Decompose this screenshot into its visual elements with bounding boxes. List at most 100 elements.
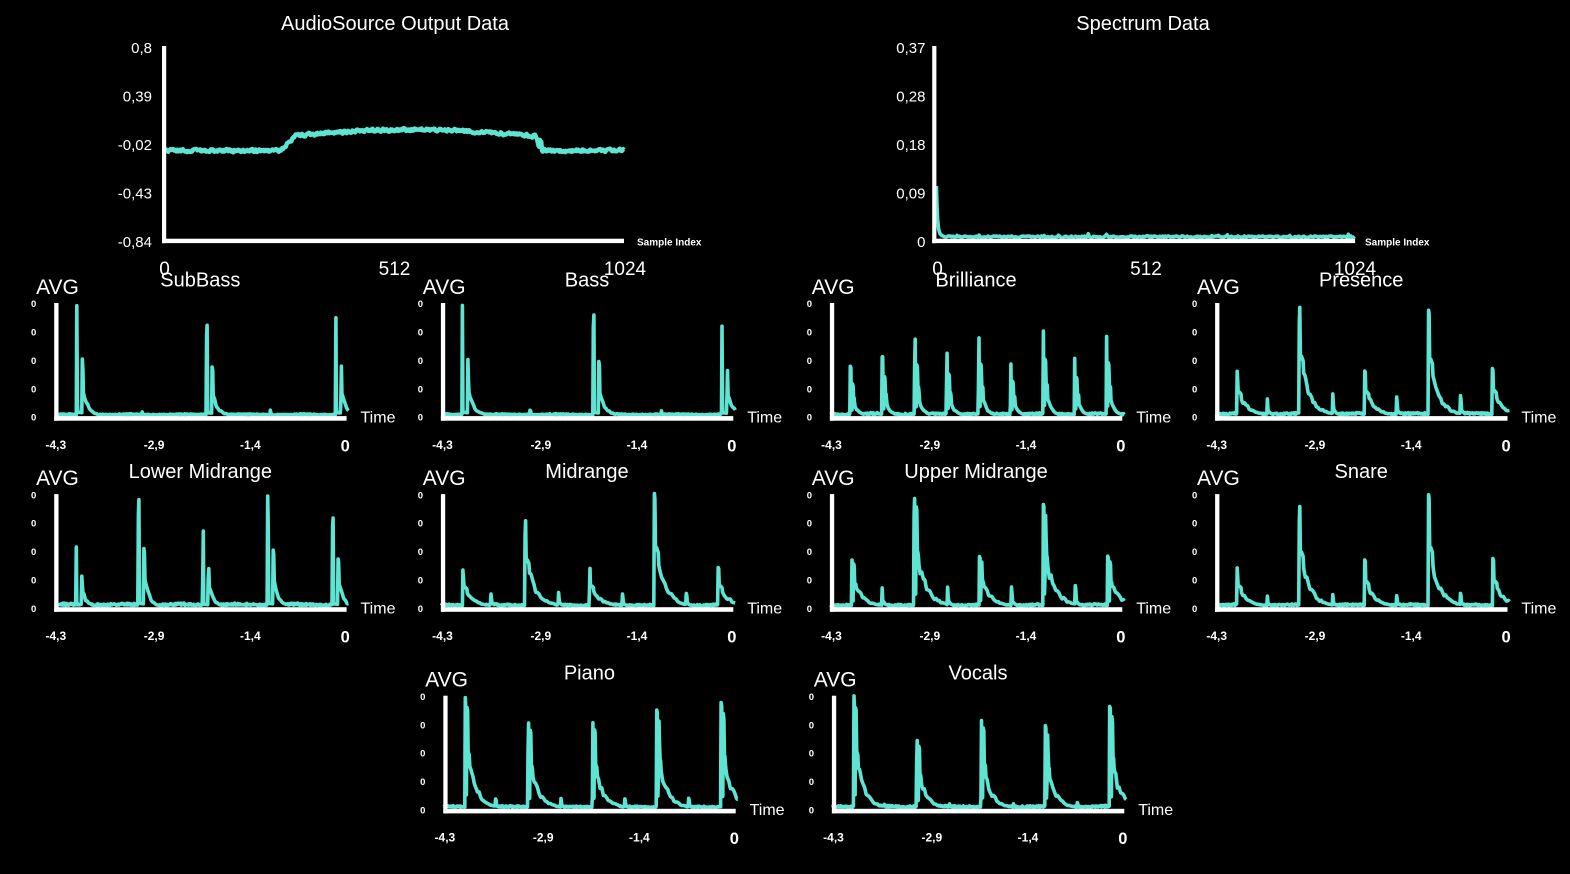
svg-text:-1,4: -1,4 (240, 629, 261, 643)
svg-text:0: 0 (917, 234, 925, 251)
svg-text:0: 0 (1192, 328, 1197, 339)
svg-text:0: 0 (418, 519, 423, 530)
svg-text:Time: Time (747, 409, 782, 426)
svg-text:0,28: 0,28 (896, 88, 925, 105)
svg-text:Presence: Presence (1319, 270, 1404, 292)
svg-text:0: 0 (730, 830, 739, 848)
svg-text:0: 0 (807, 547, 812, 558)
svg-text:-2,9: -2,9 (144, 629, 165, 643)
svg-text:AVG: AVG (36, 467, 79, 490)
svg-text:0: 0 (1116, 629, 1125, 647)
svg-text:0: 0 (727, 437, 736, 455)
svg-text:-1,4: -1,4 (1401, 629, 1422, 643)
svg-text:-2,9: -2,9 (530, 438, 551, 452)
svg-text:Bass: Bass (565, 270, 609, 292)
svg-text:-4,3: -4,3 (821, 629, 842, 643)
svg-text:-2,9: -2,9 (1305, 438, 1326, 452)
svg-text:0: 0 (1192, 575, 1197, 586)
svg-text:0: 0 (31, 356, 36, 367)
svg-text:-0,43: -0,43 (118, 186, 152, 203)
svg-text:Sample Index: Sample Index (1365, 238, 1430, 249)
svg-text:0: 0 (809, 720, 814, 731)
svg-text:0: 0 (418, 575, 423, 586)
svg-text:0: 0 (807, 384, 812, 395)
svg-text:-0,02: -0,02 (118, 137, 152, 154)
svg-text:Spectrum Data: Spectrum Data (1076, 13, 1210, 35)
svg-text:-1,4: -1,4 (1018, 831, 1039, 845)
svg-text:Piano: Piano (564, 662, 615, 684)
svg-text:0: 0 (809, 749, 814, 760)
svg-text:Time: Time (1136, 601, 1171, 618)
svg-text:0: 0 (418, 384, 423, 395)
svg-text:0: 0 (727, 629, 736, 647)
svg-text:-0,84: -0,84 (118, 234, 152, 251)
svg-text:-2,9: -2,9 (921, 831, 942, 845)
svg-text:-1,4: -1,4 (1401, 438, 1422, 452)
svg-text:512: 512 (1130, 259, 1162, 280)
svg-text:0: 0 (807, 328, 812, 339)
svg-text:0: 0 (31, 604, 36, 615)
svg-text:0: 0 (31, 490, 36, 501)
svg-text:0: 0 (1192, 547, 1197, 558)
svg-text:0: 0 (418, 547, 423, 558)
svg-text:0: 0 (420, 692, 425, 703)
svg-text:1024: 1024 (604, 259, 647, 280)
svg-text:-1,4: -1,4 (1016, 438, 1037, 452)
svg-text:0: 0 (31, 384, 36, 395)
svg-text:0: 0 (420, 805, 425, 816)
svg-text:0: 0 (807, 299, 812, 310)
svg-text:Time: Time (747, 601, 782, 618)
svg-text:-4,3: -4,3 (1206, 629, 1227, 643)
svg-text:0: 0 (31, 519, 36, 530)
svg-text:Lower Midrange: Lower Midrange (129, 461, 272, 483)
svg-text:-4,3: -4,3 (1206, 438, 1227, 452)
svg-text:1024: 1024 (1334, 259, 1377, 280)
svg-text:0: 0 (418, 604, 423, 615)
svg-text:Time: Time (1521, 601, 1556, 618)
svg-text:0: 0 (1192, 299, 1197, 310)
svg-text:0: 0 (807, 490, 812, 501)
svg-text:Time: Time (361, 601, 396, 618)
svg-text:0: 0 (31, 328, 36, 339)
svg-text:0: 0 (420, 720, 425, 731)
svg-text:0: 0 (809, 805, 814, 816)
svg-text:Time: Time (361, 409, 396, 426)
svg-text:0: 0 (159, 259, 170, 280)
svg-text:AVG: AVG (36, 276, 79, 299)
svg-text:-4,3: -4,3 (821, 438, 842, 452)
svg-text:Time: Time (1521, 409, 1556, 426)
svg-text:Vocals: Vocals (949, 662, 1008, 684)
svg-text:0: 0 (420, 777, 425, 788)
svg-text:-2,9: -2,9 (533, 831, 554, 845)
svg-text:0: 0 (1116, 437, 1125, 455)
svg-text:0: 0 (418, 490, 423, 501)
svg-text:-2,9: -2,9 (144, 438, 165, 452)
svg-text:-2,9: -2,9 (1305, 629, 1326, 643)
svg-text:0: 0 (418, 356, 423, 367)
svg-text:0: 0 (807, 575, 812, 586)
svg-text:0: 0 (31, 547, 36, 558)
svg-text:Brilliance: Brilliance (935, 270, 1016, 292)
svg-text:AVG: AVG (814, 669, 857, 692)
svg-text:-1,4: -1,4 (629, 831, 650, 845)
svg-text:0: 0 (1118, 830, 1127, 848)
svg-text:0,37: 0,37 (896, 40, 925, 57)
svg-text:0: 0 (1192, 519, 1197, 530)
svg-text:-4,3: -4,3 (823, 831, 844, 845)
svg-text:Midrange: Midrange (545, 461, 628, 483)
svg-text:-2,9: -2,9 (530, 629, 551, 643)
svg-text:0: 0 (1192, 384, 1197, 395)
svg-text:Time: Time (1136, 409, 1171, 426)
svg-text:0: 0 (1192, 490, 1197, 501)
svg-text:0: 0 (809, 777, 814, 788)
svg-text:0,18: 0,18 (896, 137, 925, 154)
svg-text:0: 0 (31, 413, 36, 424)
svg-text:AudioSource Output Data: AudioSource Output Data (281, 13, 510, 35)
svg-text:0: 0 (31, 575, 36, 586)
svg-text:0: 0 (420, 749, 425, 760)
svg-text:0: 0 (1502, 629, 1511, 647)
svg-text:0: 0 (807, 413, 812, 424)
svg-text:0: 0 (418, 299, 423, 310)
svg-text:0: 0 (341, 437, 350, 455)
svg-text:0: 0 (807, 519, 812, 530)
